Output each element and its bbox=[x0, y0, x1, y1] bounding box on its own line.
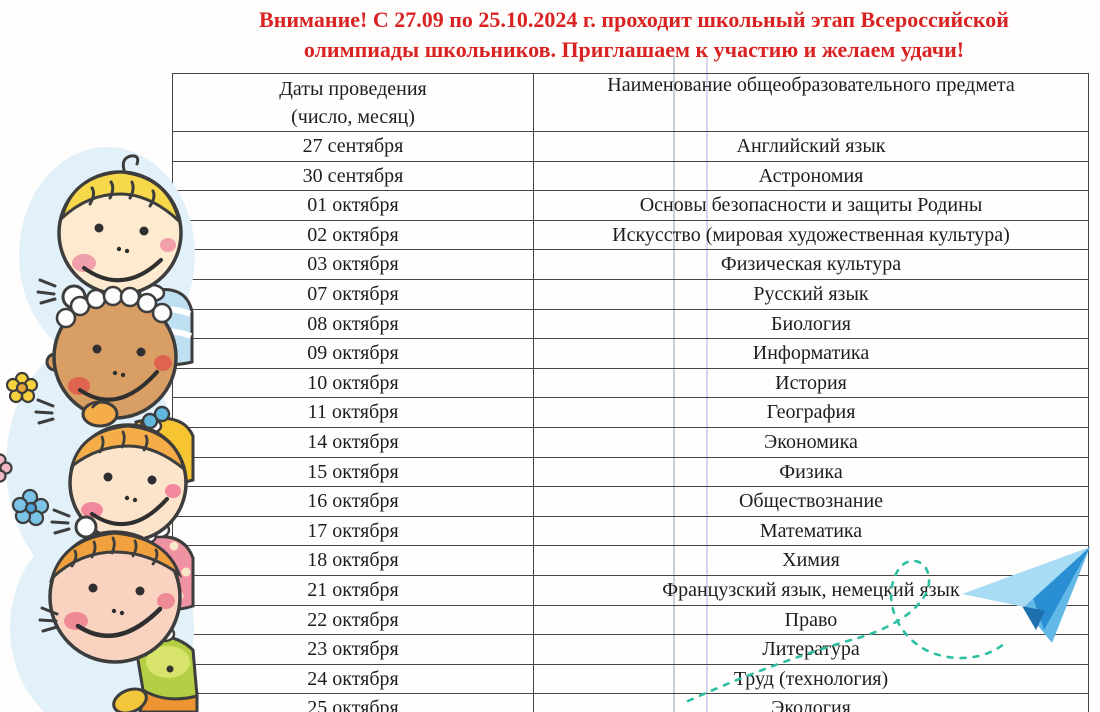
date-cell: 02 октября bbox=[172, 219, 534, 251]
date-cell: 01 октября bbox=[172, 190, 534, 221]
table-row: 27 сентября Английский язык bbox=[172, 131, 1089, 162]
date-cell: 25 октября bbox=[172, 693, 534, 712]
announcement-text: Внимание! С 27.09 по 25.10.2024 г. прохо… bbox=[168, 5, 1100, 64]
date-cell: 30 сентября bbox=[172, 160, 534, 192]
date-cell: 17 октября bbox=[172, 515, 534, 547]
pink-flower-icon bbox=[0, 453, 13, 483]
dates-header-line1: Даты проведения bbox=[279, 77, 427, 100]
subject-cell: Литература bbox=[533, 634, 1089, 665]
date-cell: 10 октября bbox=[172, 367, 534, 399]
date-cell: 07 октября bbox=[172, 278, 534, 310]
subject-cell: Физика bbox=[533, 456, 1089, 488]
date-cell: 16 октября bbox=[172, 486, 534, 517]
table-row: 15 октября Физика bbox=[172, 456, 1089, 488]
date-cell: 23 октября bbox=[172, 634, 534, 665]
child-curly-boy bbox=[34, 285, 195, 485]
table-row: 30 сентября Астрономия bbox=[172, 160, 1089, 192]
dates-header-line2: (число, месяц) bbox=[291, 105, 415, 128]
date-cell: 22 октября bbox=[172, 604, 534, 636]
table-row: 10 октября История bbox=[172, 367, 1089, 399]
table-row: 09 октября Информатика bbox=[172, 338, 1089, 369]
date-cell: 15 октября bbox=[172, 456, 534, 488]
table-row: 01 октября Основы безопасности и защиты Р… bbox=[172, 190, 1089, 221]
table-row: 16 октября Обществознание bbox=[172, 486, 1089, 517]
subject-cell: Информатика bbox=[533, 338, 1089, 369]
date-cell: 14 октября bbox=[172, 426, 534, 458]
table-row: 23 октября Литература bbox=[172, 634, 1089, 665]
announcement-line-2: олимпиады школьников. Приглашаем к участ… bbox=[303, 36, 965, 62]
blue-blob-background bbox=[6, 147, 195, 712]
subject-cell: Искусство (мировая художественная культу… bbox=[533, 219, 1089, 251]
dates-column-header: Даты проведения (число, месяц) bbox=[172, 73, 534, 132]
table-row: 25 октября Экология bbox=[172, 693, 1089, 712]
children-illustration bbox=[0, 147, 199, 712]
table-row: 14 октября Экономика bbox=[172, 426, 1089, 458]
yellow-flower-icon bbox=[5, 371, 39, 404]
table-row: 22 октября Право bbox=[172, 604, 1089, 636]
table-row: 17 октября Математика bbox=[172, 515, 1089, 547]
table-row: 24 октября Труд (технология) bbox=[172, 663, 1089, 695]
child-blond-boy bbox=[36, 154, 194, 366]
subject-cell: Английский язык bbox=[533, 131, 1089, 162]
date-cell: 03 октября bbox=[172, 249, 534, 280]
subject-cell: Биология bbox=[533, 308, 1089, 340]
subject-cell: Математика bbox=[533, 515, 1089, 547]
table-header-row: Даты проведения (число, месяц) Наименова… bbox=[172, 73, 1089, 132]
blue-flower-icon bbox=[11, 488, 50, 527]
subject-cell: Экономика bbox=[533, 426, 1089, 458]
subject-cell: География bbox=[533, 397, 1089, 428]
subject-cell: Астрономия bbox=[533, 160, 1089, 192]
table-row: 18 октября Химия bbox=[172, 545, 1089, 576]
subject-cell: Труд (технология) bbox=[533, 663, 1089, 695]
table-row: 08 октября Биология bbox=[172, 308, 1089, 340]
subject-cell: Химия bbox=[533, 545, 1089, 576]
date-cell: 27 сентября bbox=[172, 131, 534, 162]
subject-cell: Обществознание bbox=[533, 486, 1089, 517]
subject-column-header: Наименование общеобразовательного предме… bbox=[533, 73, 1089, 132]
date-cell: 08 октября bbox=[172, 308, 534, 340]
subject-cell: Русский язык bbox=[533, 278, 1089, 310]
table-row: 11 октября География bbox=[172, 397, 1089, 428]
subject-cell: Экология bbox=[533, 693, 1089, 712]
subject-cell: Французский язык, немецкий язык bbox=[533, 574, 1089, 606]
olympiad-schedule-table: Даты проведения (число, месяц) Наименова… bbox=[172, 73, 1089, 712]
date-cell: 21 октября bbox=[172, 574, 534, 606]
table-row: 03 октября Физическая культура bbox=[172, 249, 1089, 280]
subject-cell: Право bbox=[533, 604, 1089, 636]
announcement-line-1: Внимание! С 27.09 по 25.10.2024 г. прохо… bbox=[259, 7, 1009, 32]
date-cell: 09 октября bbox=[172, 338, 534, 369]
table-row: 21 октября Французский язык, немецкий язы… bbox=[172, 574, 1089, 606]
table-row: 07 октября Русский язык bbox=[172, 278, 1089, 310]
subject-cell: Основы безопасности и защиты Родины bbox=[533, 190, 1089, 221]
table-row: 02 октября Искусство (мировая художествен… bbox=[172, 219, 1089, 251]
date-cell: 24 октября bbox=[172, 663, 534, 695]
date-cell: 18 октября bbox=[172, 545, 534, 576]
table-body: 27 сентября Английский язык 30 сентября Аст… bbox=[172, 131, 1089, 712]
subject-cell: История bbox=[533, 367, 1089, 399]
date-cell: 11 октября bbox=[172, 397, 534, 428]
subject-cell: Физическая культура bbox=[533, 249, 1089, 280]
